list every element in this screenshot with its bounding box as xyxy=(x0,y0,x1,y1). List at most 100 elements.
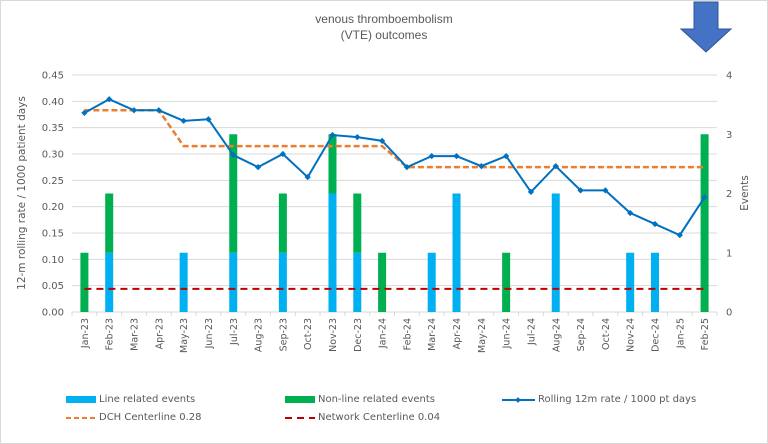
x-tick-label: Jul-24 xyxy=(526,318,537,346)
rolling-rate-point xyxy=(205,116,212,123)
y2-tick-label: 2 xyxy=(726,189,732,200)
bar-non-line-related xyxy=(80,252,89,312)
rolling-rate-point xyxy=(180,117,187,124)
y-tick-label: 0.25 xyxy=(42,176,64,187)
bar-non-line-related xyxy=(353,193,362,253)
y-tick-label: 0.35 xyxy=(42,123,64,134)
x-tick-label: Jan-24 xyxy=(378,318,389,349)
x-tick-label: Jun-24 xyxy=(502,318,513,349)
rolling-rate-point xyxy=(403,164,411,171)
y2-axis-label: Events xyxy=(739,175,751,211)
x-axis-ticks: Jan-23 Feb-23 Mar-23 Apr-23 May-23 Jun-23 Jul-… xyxy=(71,312,718,353)
x-tick-label: Mar-23 xyxy=(130,318,141,351)
rolling-rate-point xyxy=(81,109,88,117)
bar-line-related xyxy=(626,252,635,312)
legend-swatch-non-line-related xyxy=(285,396,315,403)
legend-swatch-network xyxy=(285,413,315,423)
x-tick-label: Feb-23 xyxy=(105,318,116,350)
down-arrow-icon xyxy=(679,1,733,53)
x-tick-label: Sep-24 xyxy=(576,318,587,351)
x-tick-label: Feb-24 xyxy=(402,318,413,350)
bar-line-related xyxy=(105,252,114,312)
y2-tick-label: 3 xyxy=(726,130,732,141)
dch-centerline xyxy=(84,109,705,169)
rolling-rate-point xyxy=(503,152,510,160)
y-tick-label: 0.30 xyxy=(42,150,64,161)
chart-title-line-2: (VTE) outcomes xyxy=(340,28,428,42)
legend-item-rolling: Rolling 12m rate / 1000 pt days xyxy=(502,394,696,405)
y2-tick-label: 1 xyxy=(726,248,732,259)
x-tick-label: Jul-23 xyxy=(229,318,240,346)
legend-item-network-centerline: Network Centerline 0.04 xyxy=(285,412,440,423)
y2-tick-label: 4 xyxy=(726,71,732,82)
legend-item-line-related: Line related events xyxy=(66,394,195,405)
x-tick-label: Nov-23 xyxy=(328,318,339,352)
legend-swatch-rolling xyxy=(502,395,535,405)
legend-label-dch: DCH Centerline 0.28 xyxy=(99,412,202,423)
bar-line-related xyxy=(328,193,337,312)
legend-label-rolling: Rolling 12m rate / 1000 pt days xyxy=(538,394,697,405)
y-tick-label: 0.20 xyxy=(42,202,64,213)
x-tick-label: Aug-23 xyxy=(254,318,265,352)
bar-line-related xyxy=(179,252,188,312)
rolling-rate-point xyxy=(651,220,659,228)
bar-non-line-related xyxy=(378,252,387,312)
x-tick-label: Oct-23 xyxy=(303,318,314,350)
rolling-rate-line xyxy=(83,98,706,237)
x-tick-label: Aug-24 xyxy=(551,318,562,352)
bar-line-related xyxy=(353,252,362,312)
bar-non-line-related xyxy=(278,193,287,253)
y-tick-label: 0.00 xyxy=(42,308,64,319)
bar-line-related xyxy=(551,193,560,312)
rolling-rate-point xyxy=(130,107,138,114)
legend-label-network: Network Centerline 0.04 xyxy=(318,412,441,423)
y-axis-ticks: 0.00 0.05 0.10 0.15 0.20 0.25 0.30 0.35 0.40 0.45 xyxy=(42,71,64,319)
rolling-rate-point xyxy=(155,107,162,114)
chart-title: venous thromboembolism (VTE) outcomes xyxy=(234,11,534,43)
x-tick-label: Feb-25 xyxy=(700,318,711,350)
lines xyxy=(81,96,708,290)
x-tick-label: May-24 xyxy=(477,318,488,353)
chart-title-line-1: venous thromboembolism xyxy=(315,12,453,26)
legend-label-non-line-related: Non-line related events xyxy=(318,394,436,405)
bar-non-line-related xyxy=(700,134,709,312)
y2-tick-label: 0 xyxy=(726,308,732,319)
y-tick-label: 0.05 xyxy=(42,281,64,292)
bar-line-related xyxy=(278,252,287,312)
rolling-rate-point xyxy=(304,174,311,181)
bar-non-line-related xyxy=(502,252,511,312)
y-tick-label: 0.10 xyxy=(42,255,64,266)
legend-label-line-related: Line related events xyxy=(99,394,196,405)
x-tick-label: Apr-23 xyxy=(154,318,165,349)
rolling-rate-point xyxy=(354,134,361,141)
bar-line-related xyxy=(229,252,238,312)
legend-item-dch-centerline: DCH Centerline 0.28 xyxy=(66,412,202,423)
gridlines xyxy=(72,74,717,313)
bar-non-line-related xyxy=(105,193,114,253)
x-tick-label: Dec-24 xyxy=(650,318,661,352)
x-tick-label: Jun-23 xyxy=(204,318,215,349)
y-tick-label: 0.45 xyxy=(42,71,64,82)
legend-swatch-line-related xyxy=(66,396,96,403)
bar-line-related xyxy=(427,252,436,312)
x-tick-label: Sep-23 xyxy=(278,318,289,351)
legend-swatch-dch xyxy=(66,413,96,423)
y2-axis-ticks: 0 1 2 3 4 xyxy=(726,71,732,319)
rolling-rate-point xyxy=(230,151,237,159)
rolling-rate-point xyxy=(428,152,435,160)
y-axis-label: 12-m rolling rate / 1000 patient days xyxy=(16,96,28,290)
x-tick-label: Mar-24 xyxy=(427,318,438,351)
x-tick-label: Nov-24 xyxy=(626,318,637,352)
y-tick-label: 0.40 xyxy=(42,97,64,108)
x-tick-label: Apr-24 xyxy=(452,318,463,349)
rolling-rate-point xyxy=(254,164,262,171)
bar-line-related xyxy=(452,193,461,312)
bar-non-line-related xyxy=(229,134,238,253)
x-tick-label: Oct-24 xyxy=(601,318,612,350)
y-tick-label: 0.15 xyxy=(42,229,64,240)
bars xyxy=(80,134,709,312)
rolling-rate-point xyxy=(453,152,460,160)
legend-item-non-line-related: Non-line related events xyxy=(285,394,435,405)
bar-non-line-related xyxy=(328,134,337,194)
